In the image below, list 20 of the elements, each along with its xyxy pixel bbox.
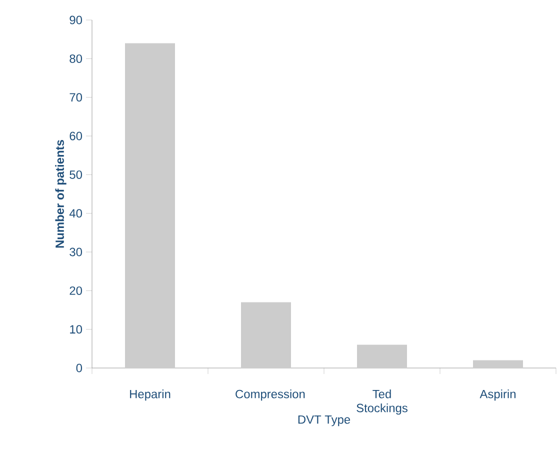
- y-axis-title: Number of patients: [55, 140, 66, 248]
- y-tick-label: 50: [70, 170, 82, 179]
- y-tick-label: 40: [69, 209, 82, 218]
- y-tick-label: 70: [70, 93, 82, 102]
- x-tick-label: Aspirin: [480, 390, 516, 401]
- x-axis-title: DVT Type: [298, 415, 350, 426]
- bar: [357, 344, 407, 368]
- y-tick-label: 60: [70, 132, 82, 140]
- bar: [473, 360, 524, 368]
- x-tick-label: Ted Stockings: [356, 390, 408, 415]
- bar: [125, 43, 175, 368]
- x-tick-label: Heparin: [130, 390, 170, 401]
- y-tick-label: 90: [70, 16, 82, 24]
- x-tick-label: Compression: [236, 390, 305, 401]
- y-tick-label: 0: [76, 364, 82, 372]
- bar: [241, 302, 291, 368]
- y-tick-label: 80: [70, 54, 82, 63]
- y-tick-label: 20: [70, 286, 82, 295]
- y-tick-label: 30: [70, 248, 82, 256]
- y-tick-label: 10: [70, 325, 82, 334]
